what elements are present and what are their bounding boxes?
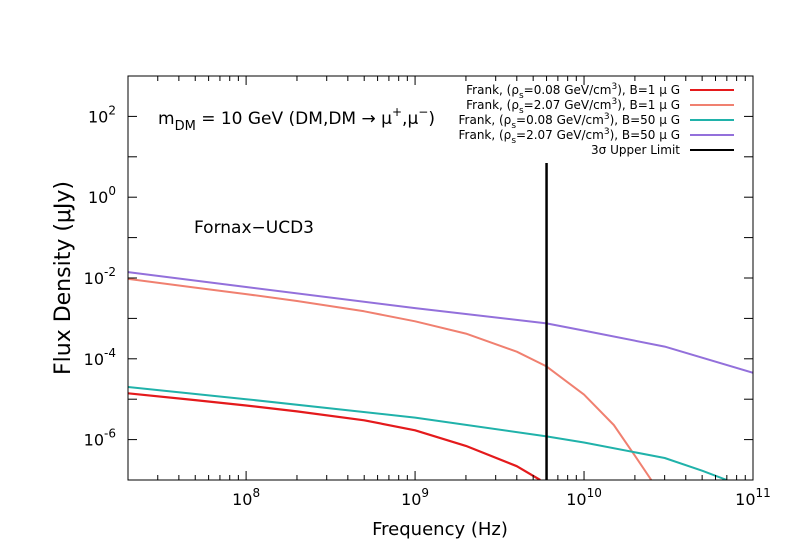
series-line-2 [128, 277, 653, 480]
x-tick-label: 1011 [735, 486, 771, 509]
x-tick-label: 108 [232, 486, 260, 509]
legend-label-text: =0.08 GeV/cm [516, 113, 604, 127]
x-tick-label: 109 [401, 486, 429, 509]
y-tick-base: 10 [88, 107, 108, 126]
y-axis-label: Flux Density (μJy) [51, 181, 76, 375]
legend-label-text: Frank, (ρ [459, 128, 512, 142]
legend-label: Frank, (ρs=0.08 GeV/cm3), B=50 μ G [459, 112, 681, 131]
mass-annotation-rest: = 10 GeV (DM,DM → μ [196, 109, 392, 129]
legend-label-text: =2.07 GeV/cm [524, 98, 612, 112]
legend-label-text: =0.08 GeV/cm [524, 83, 612, 97]
legend-label-text: Frank, (ρ [466, 98, 519, 112]
x-tick-base: 10 [401, 490, 421, 509]
legend-label-sup: 3 [604, 112, 610, 122]
y-tick-exp: -2 [104, 265, 116, 279]
legend-label-text: ), B=1 μ G [617, 98, 680, 112]
mass-annotation: mDM = 10 GeV (DM,DM → μ+,μ−) [158, 105, 435, 134]
x-tick-exp: 10 [587, 486, 602, 500]
legend-label-text: Frank, (ρ [459, 113, 512, 127]
mass-annotation-sup1: + [392, 105, 402, 119]
x-tick-base: 10 [735, 490, 755, 509]
legend-label-text: ), B=50 μ G [610, 113, 680, 127]
legend-label-text: ), B=50 μ G [610, 128, 680, 142]
legend-label: Frank, (ρs=2.07 GeV/cm3), B=1 μ G [466, 97, 680, 116]
legend-label-sup: 3 [611, 82, 617, 92]
mass-annotation-sub: DM [175, 119, 196, 134]
mass-annotation-m: m [158, 109, 175, 129]
y-tick-base: 10 [84, 431, 104, 450]
legend-label: Frank, (ρs=2.07 GeV/cm3), B=50 μ G [459, 127, 681, 146]
y-tick-exp: 0 [108, 184, 116, 198]
legend-label-text: =2.07 GeV/cm [516, 128, 604, 142]
legend-label-sub: s [511, 136, 516, 146]
y-tick-label: 102 [88, 103, 116, 126]
target-annotation: Fornax−UCD3 [194, 218, 314, 238]
y-tick-exp: -6 [104, 427, 116, 441]
y-tick-base: 10 [84, 350, 104, 369]
y-tick-exp: 2 [108, 103, 116, 117]
y-tick-exp: -4 [104, 346, 116, 360]
series-layer [128, 163, 753, 480]
x-tick-exp: 8 [252, 486, 260, 500]
series-line-4 [128, 271, 753, 374]
legend: Frank, (ρs=0.08 GeV/cm3), B=1 μ GFrank, … [459, 82, 734, 157]
series-line-1 [128, 392, 541, 480]
legend-label-text: Frank, (ρ [466, 83, 519, 97]
legend-label-sub: s [519, 91, 524, 101]
legend-label-sub: s [519, 106, 524, 116]
y-tick-label: 10-2 [84, 265, 116, 288]
mass-annotation-comma: ,μ [402, 109, 418, 129]
y-tick-label: 100 [88, 184, 116, 207]
legend-label-sup: 3 [611, 97, 617, 107]
series-line-3 [128, 386, 728, 480]
mass-annotation-sup2: − [418, 105, 428, 119]
legend-label-sup: 3 [604, 127, 610, 137]
x-tick-label: 1010 [566, 486, 602, 509]
legend-label-sub: s [511, 121, 516, 131]
y-tick-label: 10-4 [84, 346, 116, 369]
legend-label-text: ), B=1 μ G [617, 83, 680, 97]
mass-annotation-close: ) [428, 109, 435, 129]
x-tick-base: 10 [566, 490, 586, 509]
legend-label: Frank, (ρs=0.08 GeV/cm3), B=1 μ G [466, 82, 680, 101]
x-tick-exp: 11 [756, 486, 771, 500]
x-tick-exp: 9 [421, 486, 429, 500]
y-tick-label: 10-6 [84, 427, 116, 450]
x-axis-label: Frequency (Hz) [372, 519, 508, 540]
legend-label: 3σ Upper Limit [591, 143, 680, 157]
y-tick-base: 10 [88, 188, 108, 207]
y-tick-base: 10 [84, 269, 104, 288]
x-tick-base: 10 [232, 490, 252, 509]
